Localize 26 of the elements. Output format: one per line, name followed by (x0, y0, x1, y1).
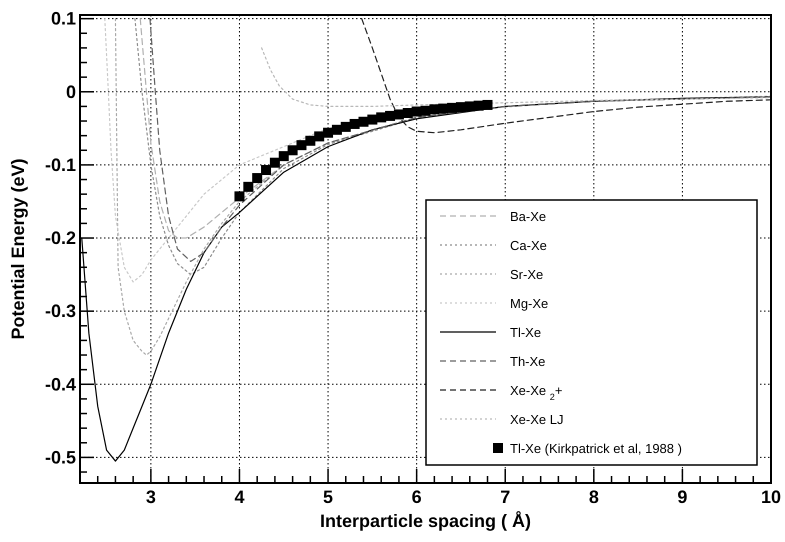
y-tick-label: 0 (66, 82, 76, 102)
x-tick-label: 8 (588, 487, 599, 507)
legend-label: Th-Xe (510, 354, 546, 369)
x-tick-label: 5 (323, 487, 334, 507)
x-tick-label: 7 (500, 487, 510, 507)
legend-label: Mg-Xe (510, 296, 548, 311)
legend-label: Tl-Xe (510, 325, 542, 340)
y-tick-label: -0.1 (44, 154, 76, 175)
y-tick-label: -0.5 (44, 447, 76, 468)
legend-label: Xe-Xe $_{2}$+ (510, 383, 562, 402)
legend-label: Ba-Xe (510, 209, 546, 224)
x-tick-label: 10 (760, 487, 782, 507)
y-tick-label: 0.1 (50, 8, 76, 29)
y-tick-label: -0.2 (44, 228, 76, 248)
y-tick-label: -0.4 (44, 374, 76, 394)
x-tick-label: 4 (234, 487, 244, 507)
x-tick-label: 3 (146, 487, 156, 507)
y-tick-label: -0.3 (44, 301, 76, 322)
x-tick-label: 6 (412, 487, 422, 507)
legend-label: Sr-Xe (510, 267, 544, 282)
legend-label: Ca-Xe (510, 238, 547, 253)
x-tick-label: 9 (677, 487, 688, 507)
y-axis-title: Potential Energy (eV) (8, 158, 28, 340)
x-axis-title: Interparticle spacing ( Å) (320, 511, 532, 531)
legend-label: Tl-Xe (Kirkpatrick et al, 1988 ) (510, 441, 682, 456)
legend-label: Xe-Xe LJ (510, 412, 564, 427)
